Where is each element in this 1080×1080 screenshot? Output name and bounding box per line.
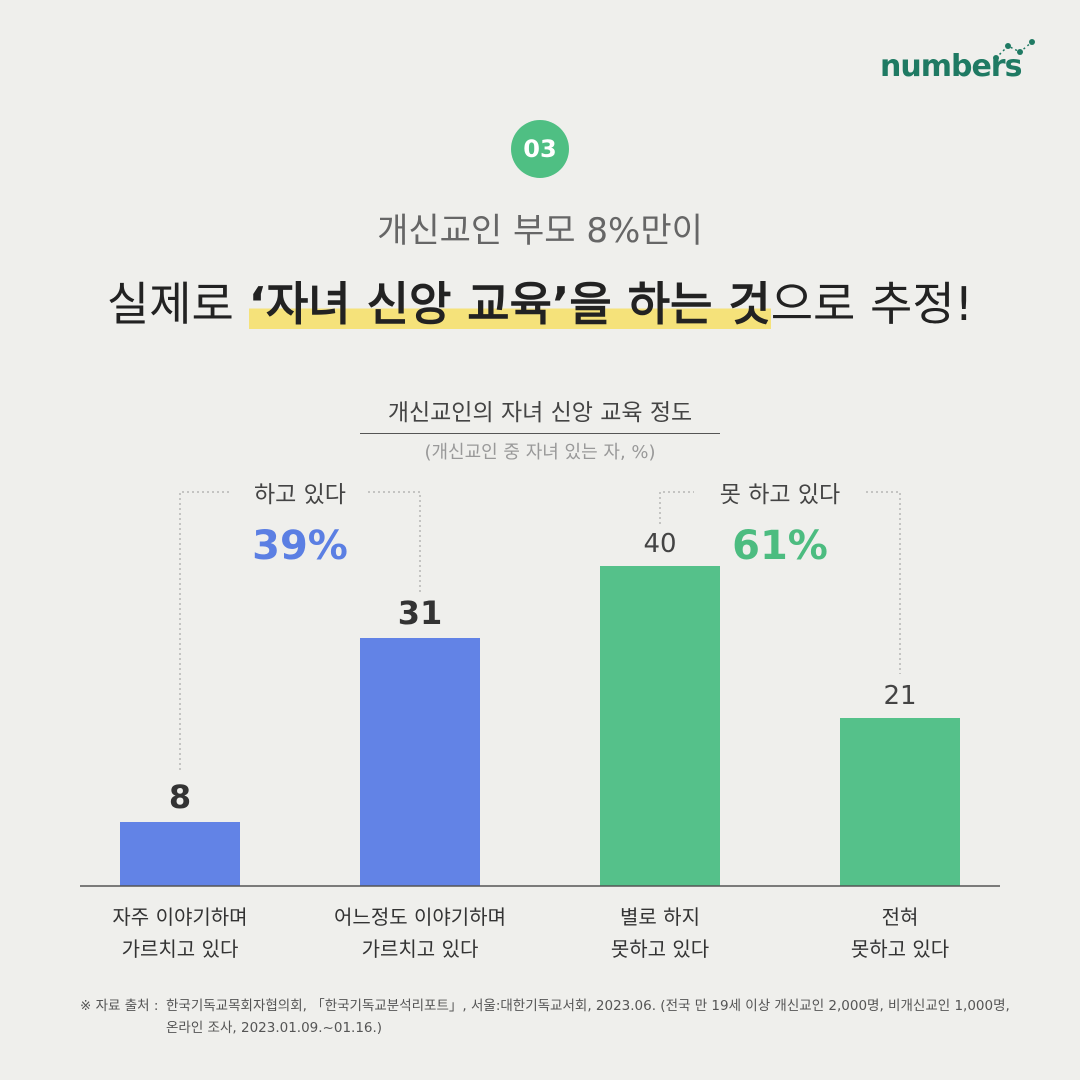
category-label-3-line-1: 별로 하지 (620, 905, 700, 929)
chart-title: 개신교인의 자녀 신앙 교육 정도 (360, 393, 720, 434)
group-label-doing: 하고 있다 (254, 482, 346, 508)
bar-1 (120, 822, 240, 886)
headline-post: 으로 추정! (770, 277, 974, 331)
brand-name: numbers (880, 49, 1022, 84)
category-label-3-line-2: 못하고 있다 (611, 937, 709, 961)
category-label-1-line-2: 가르치고 있다 (122, 937, 239, 961)
category-label-4-line-2: 못하고 있다 (851, 937, 949, 961)
value-label-4: 21 (883, 681, 916, 711)
headline: 실제로 ‘자녀 신앙 교육’을 하는 것으로 추정! (0, 268, 1080, 334)
brand-logo: numbers (880, 38, 1040, 88)
group-value-doing: 39% (252, 523, 348, 569)
value-label-1: 8 (169, 778, 191, 816)
bar-2 (360, 638, 480, 886)
category-label-2-line-2: 가르치고 있다 (362, 937, 479, 961)
chart-note: (개신교인 중 자녀 있는 자, %) (424, 442, 656, 463)
bar-4 (840, 718, 960, 886)
bar-3 (600, 566, 720, 886)
category-label-4-line-1: 전혀 (882, 905, 919, 929)
subtitle: 개신교인 부모 8%만이 (377, 211, 703, 251)
value-label-3: 40 (643, 529, 676, 559)
category-label-2-line-1: 어느정도 이야기하며 (334, 905, 506, 929)
section-number-badge: 03 (511, 120, 569, 178)
trend-dots-icon (993, 39, 1035, 61)
bracket-left-group-right (368, 491, 421, 594)
headline-highlight: ‘자녀 신앙 교육’을 하는 것 (248, 277, 771, 331)
footnote-line2: 온라인 조사, 2023.01.09.~01.16.) (166, 1019, 383, 1036)
group-label-not-doing: 못 하고 있다 (720, 482, 840, 508)
category-label-1-line-1: 자주 이야기하며 (112, 905, 247, 929)
bracket-right-group-right (866, 491, 901, 674)
footnote: ※ 자료 출처 : 한국기독교목회자협의회, 「한국기독교분석리포트」, 서울:대… (80, 996, 1020, 1039)
bracket-left-group (179, 491, 232, 770)
value-label-2: 31 (398, 594, 443, 632)
bracket-right-group (659, 491, 694, 524)
footnote-prefix: ※ 자료 출처 : (80, 998, 159, 1014)
footnote-line1: 한국기독교목회자협의회, 「한국기독교분석리포트」, 서울:대한기독교서회, 2… (166, 998, 1010, 1014)
group-value-not-doing: 61% (732, 523, 828, 569)
headline-pre: 실제로 (106, 277, 249, 331)
